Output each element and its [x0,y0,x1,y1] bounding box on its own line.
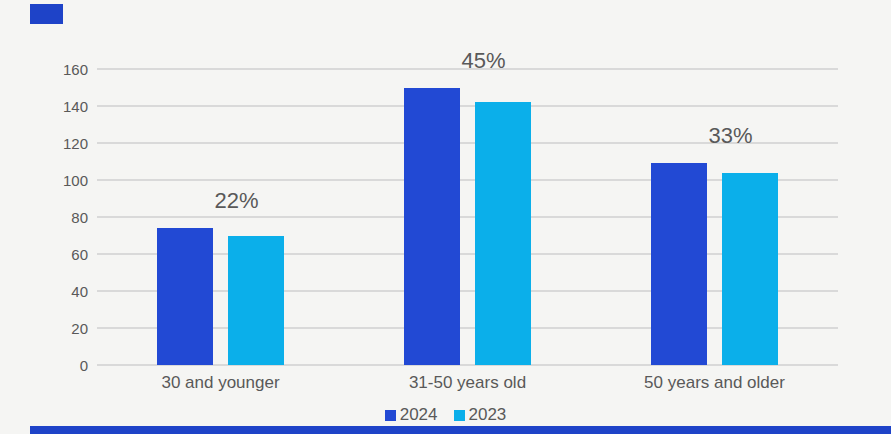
legend-item-2024: 2024 [385,406,438,424]
y-axis-tick-label: 160 [36,62,88,77]
chart-canvas: 0 20 40 60 80 100 120 140 160 22% 30 and younger 45… [0,0,891,434]
y-axis-tick-label: 40 [36,284,88,299]
y-axis-tick-label: 60 [36,247,88,262]
y-axis-tick-label: 100 [36,173,88,188]
legend-swatch-2023 [454,410,465,421]
y-axis-tick-label: 120 [36,136,88,151]
gridline [97,105,838,107]
legend-swatch-2024 [385,410,396,421]
bar-2024-31-50-years-old [404,88,460,366]
group-percent-label: 33% [708,123,752,149]
y-axis-tick-label: 80 [36,210,88,225]
bar-2023-50-years-and-older [722,173,778,365]
group-percent-label: 45% [461,48,505,74]
bar-2024-30-and-younger [157,228,213,365]
x-axis-category-label: 50 years and older [644,373,785,393]
plot-area: 0 20 40 60 80 100 120 140 160 22% 30 and younger 45… [0,0,891,434]
accent-bar [30,426,891,434]
y-axis-tick-label: 0 [36,358,88,373]
legend: 2024 2023 [0,406,891,424]
x-axis-category-label: 31-50 years old [409,373,526,393]
y-axis-tick-label: 140 [36,99,88,114]
bar-2024-50-years-and-older [651,163,707,365]
legend-label: 2023 [469,406,507,424]
legend-item-2023: 2023 [454,406,507,424]
bar-2023-31-50-years-old [475,102,531,365]
group-percent-label: 22% [214,188,258,214]
x-axis-category-label: 30 and younger [161,373,279,393]
y-axis-tick-label: 20 [36,321,88,336]
legend-label: 2024 [400,406,438,424]
bar-2023-30-and-younger [228,236,284,366]
